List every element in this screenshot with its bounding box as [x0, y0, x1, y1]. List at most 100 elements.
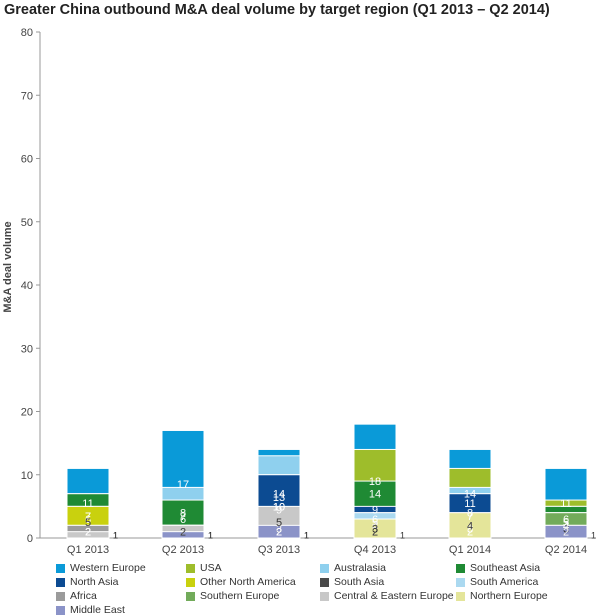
y-tick-label: 70: [21, 90, 33, 102]
data-label: 14: [273, 489, 285, 501]
legend-label: Southeast Asia: [470, 562, 541, 574]
y-tick-label: 20: [21, 407, 33, 419]
legend-label: Other North America: [200, 576, 296, 588]
data-label: 3: [372, 523, 378, 535]
data-label: 11: [464, 498, 475, 510]
legend-label: Australasia: [334, 562, 386, 574]
data-label: 4: [372, 520, 378, 532]
data-label: 14: [369, 489, 381, 501]
legend-swatch: [56, 591, 65, 601]
data-label: 3: [276, 523, 282, 535]
data-label: 5: [563, 517, 569, 529]
legend-item: Middle East: [56, 604, 125, 616]
data-label: 13: [273, 492, 285, 504]
bar-segment: [448, 512, 492, 539]
legend-label: USA: [200, 562, 222, 574]
bars: [66, 423, 588, 539]
data-label: 1: [113, 530, 118, 540]
data-label: 1: [113, 530, 118, 540]
data-label: 2: [372, 527, 378, 539]
bar-segment: [544, 524, 588, 539]
legend-label: North Asia: [70, 576, 119, 588]
legend-swatch: [320, 591, 329, 601]
y-tick-label: 80: [21, 27, 33, 39]
y-tick-label: 10: [21, 470, 33, 482]
legend-item: South America: [456, 576, 538, 588]
y-tick-label: 40: [21, 280, 33, 292]
legend-swatch: [456, 563, 465, 573]
data-label: 2: [180, 527, 186, 539]
x-tick-label: Q3 2013: [258, 544, 300, 556]
legend-swatch: [320, 577, 329, 587]
x-tick-label: Q2 2013: [162, 544, 204, 556]
data-label: 4: [467, 520, 473, 532]
data-label: 3: [563, 523, 569, 535]
legend-item: South Asia: [320, 576, 384, 588]
legend-swatch: [56, 605, 65, 615]
x-tick-label: Q4 2013: [354, 544, 396, 556]
data-label: 11: [82, 498, 93, 510]
data-label: 1: [208, 530, 213, 540]
legend-item: North Asia: [56, 576, 118, 588]
legend-swatch: [56, 563, 65, 573]
data-label: 7: [467, 511, 473, 523]
legend-item: Southern Europe: [186, 590, 279, 602]
data-label: 1: [304, 530, 309, 540]
data-label: 4: [372, 520, 378, 532]
x-tick-label: Q2 2014: [545, 544, 587, 556]
x-tick-label: Q1 2013: [67, 544, 109, 556]
data-label: 2: [180, 527, 186, 539]
legend-label: South America: [470, 576, 539, 588]
y-tick-label: 60: [21, 154, 33, 166]
data-label: 10: [273, 501, 285, 513]
legend-swatch: [320, 563, 329, 573]
legend-item: Central & Eastern Europe: [320, 590, 454, 602]
data-label: 11: [560, 498, 571, 510]
legend-item: Northern Europe: [456, 590, 548, 602]
data-label: 1: [208, 530, 213, 540]
data-label: 6: [180, 514, 186, 526]
data-label: 2: [180, 527, 186, 539]
y-tick-label: 0: [27, 533, 33, 545]
data-label: 2: [276, 527, 282, 539]
legend-swatch: [56, 577, 65, 587]
bar-segment: [257, 524, 301, 539]
legend-item: Southeast Asia: [456, 562, 540, 574]
data-label: 6: [85, 514, 91, 526]
bar-segment: [161, 531, 205, 539]
x-tick-label: Q1 2014: [449, 544, 491, 556]
legend-label: Northern Europe: [470, 590, 548, 602]
data-label: 1: [304, 530, 309, 540]
data-label: 2: [85, 527, 91, 539]
legend-item: Africa: [56, 590, 97, 602]
data-label: 2: [85, 527, 91, 539]
data-label: 2: [180, 527, 186, 539]
data-label: 2: [467, 527, 473, 539]
data-label: 5: [276, 517, 282, 529]
data-label: 2: [563, 527, 569, 539]
chart-title: Greater China outbound M&A deal volume b…: [4, 2, 550, 18]
stacked-bar-chart: 0 10 20 30 40 50 60 70 80 M&A deal volume Q1 2013 Q…: [2, 27, 596, 556]
data-label: 3: [276, 523, 282, 535]
data-label: 18: [369, 476, 381, 488]
legend-item: USA: [186, 562, 222, 574]
data-label: 9: [372, 504, 378, 516]
data-label: 4: [563, 520, 569, 532]
bar-segment: [353, 518, 397, 539]
legend-label: Western Europe: [70, 562, 146, 574]
legend-label: Africa: [70, 590, 97, 602]
data-label: 8: [180, 508, 186, 520]
data-label: 9: [276, 504, 282, 516]
data-label: 5: [85, 517, 91, 529]
data-label: 6: [372, 514, 378, 526]
legend-item: Western Europe: [56, 562, 146, 574]
y-tick-label: 50: [21, 217, 33, 229]
legend-label: South Asia: [334, 576, 385, 588]
legend-item: Australasia: [320, 562, 386, 574]
data-label: 1: [400, 530, 405, 540]
axes: 0 10 20 30 40 50 60 70 80 M&A deal volume Q1 2013 Q…: [2, 27, 596, 556]
data-label: 6: [563, 514, 569, 526]
y-tick-label: 30: [21, 343, 33, 355]
data-label: 2: [180, 527, 186, 539]
